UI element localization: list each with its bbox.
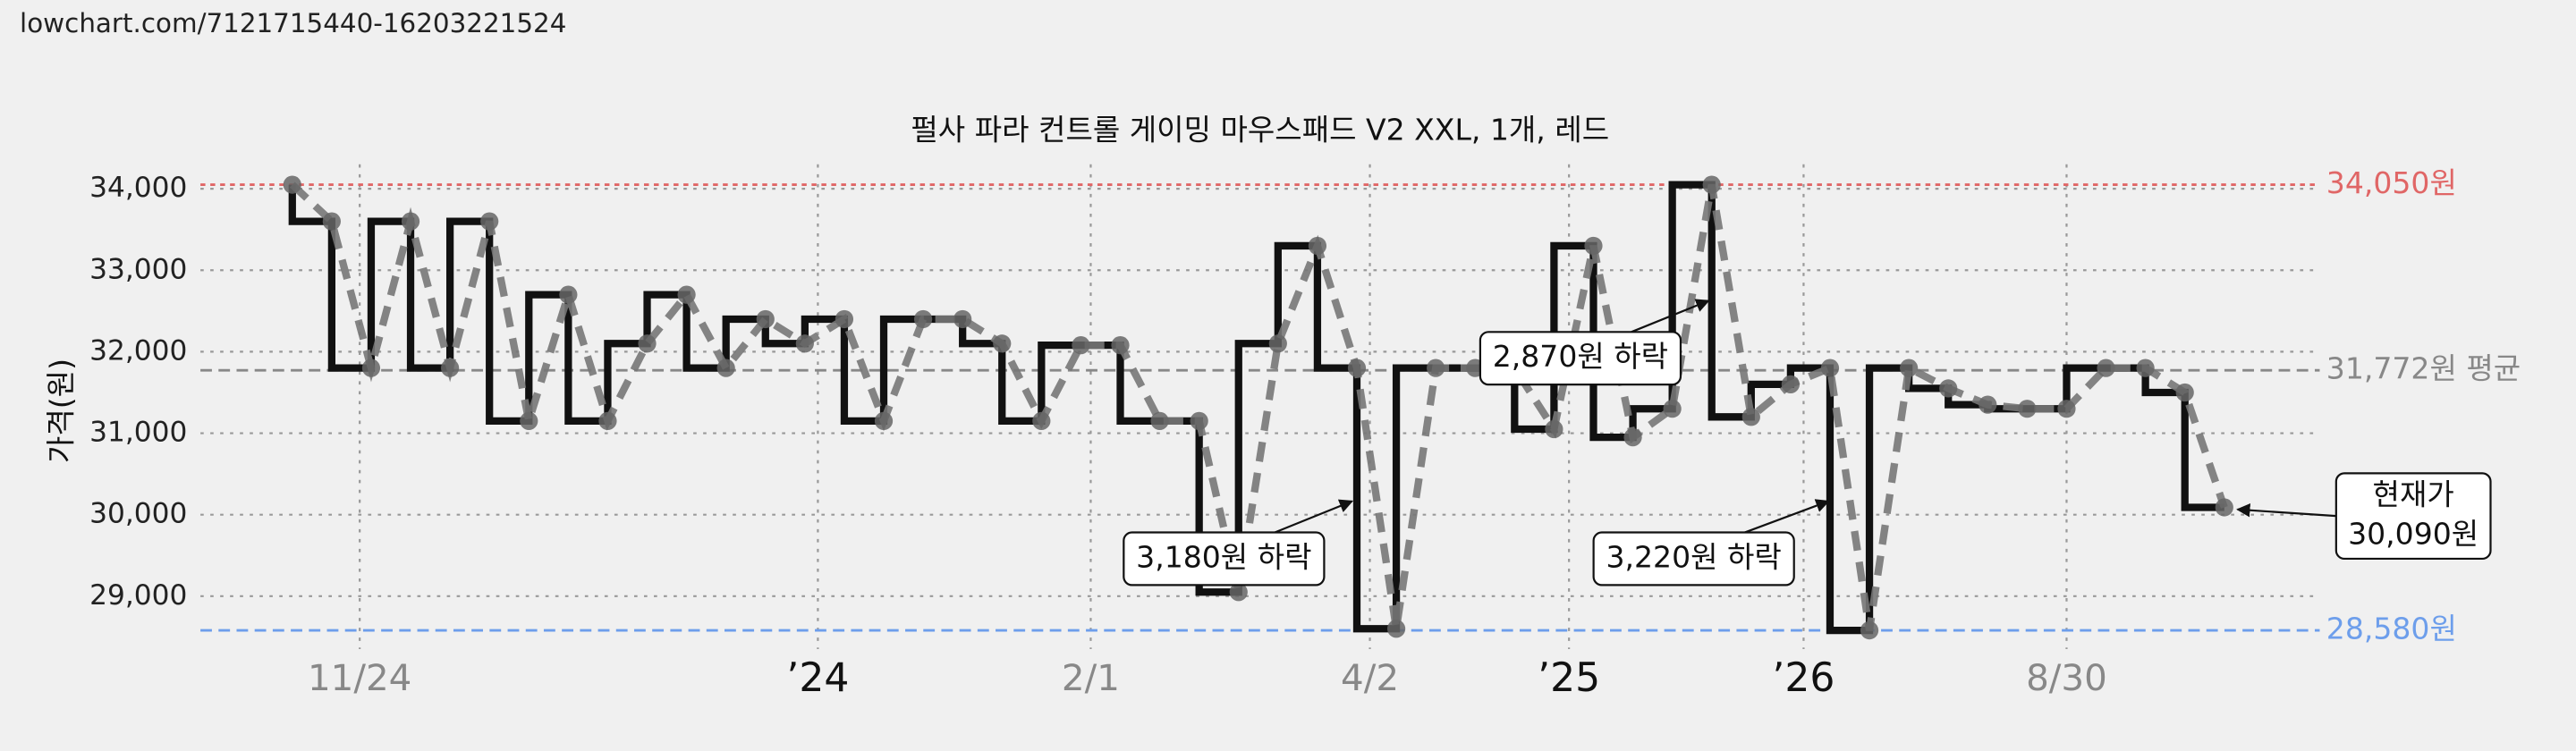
point [2215, 498, 2233, 517]
y-tick-label: 29,000 [89, 579, 187, 612]
point [913, 309, 933, 329]
point [1386, 620, 1406, 638]
point [1820, 359, 1840, 377]
annotation-text: 2,870원 하락 [1493, 339, 1668, 374]
point [480, 212, 499, 231]
point [441, 359, 460, 377]
reference-label: 34,050원 [2326, 165, 2457, 200]
point [1268, 334, 1287, 353]
y-tick-label: 33,000 [89, 253, 187, 285]
point [1150, 411, 1169, 430]
annotation-box [2334, 472, 2492, 561]
point [677, 285, 696, 304]
chart-title: 펄사 파라 컨트롤 게이밍 마우스패드 V2 XXL, 1개, 레드 [911, 113, 1609, 148]
source-url: lowchart.com/7121715440-16203221524 [20, 8, 566, 38]
annotation-arrow [1744, 499, 1830, 534]
point [1111, 336, 1130, 355]
step-line [288, 181, 2224, 635]
x-tick-label: 11/24 [308, 656, 411, 699]
annotation-box [1123, 531, 1326, 586]
point [1623, 427, 1642, 447]
point [1427, 359, 1445, 377]
reference-label: 31,772원 평균 [2326, 351, 2521, 386]
point [2175, 383, 2194, 402]
point [361, 359, 381, 377]
point [1979, 395, 1997, 414]
point [322, 212, 341, 231]
y-tick-label: 31,000 [89, 417, 187, 449]
point [2057, 400, 2076, 418]
annotation-box [1592, 531, 1795, 586]
annotation-text: 3,220원 하락 [1606, 539, 1781, 574]
trend-line [289, 181, 2228, 631]
x-tick-label: 4/2 [1341, 656, 1399, 699]
point [1900, 359, 1919, 377]
y-tick-label: 30,000 [89, 498, 187, 530]
point [2018, 400, 2037, 418]
point [874, 411, 894, 430]
point [1781, 375, 1800, 393]
point [1860, 620, 1879, 640]
point [1229, 583, 1248, 602]
point [835, 309, 854, 329]
y-tick-label: 32,000 [89, 334, 187, 367]
point [795, 334, 814, 353]
point [638, 334, 657, 353]
point [283, 175, 301, 194]
annotation-text: 30,090원 [2348, 517, 2479, 552]
x-tick-label: 2/1 [1062, 656, 1120, 699]
point [953, 309, 972, 329]
point [1347, 359, 1367, 377]
point [1072, 336, 1090, 355]
point [756, 309, 775, 329]
point [520, 411, 538, 430]
annotation-box [1479, 331, 1682, 386]
point [1939, 379, 1958, 398]
annotation-arrow [1274, 499, 1354, 534]
point [2136, 359, 2155, 377]
point [559, 285, 578, 304]
point [993, 334, 1012, 353]
annotation-text: 3,180원 하락 [1136, 539, 1311, 574]
x-tick-label: ’26 [1772, 655, 1835, 701]
annotation-text: 현재가 [2373, 477, 2454, 512]
reference-label: 28,580원 [2326, 612, 2457, 646]
point [1584, 236, 1603, 256]
point [1032, 411, 1051, 430]
y-tick-label: 34,000 [89, 172, 187, 204]
x-tick-label: ’25 [1538, 655, 1600, 701]
point [1545, 419, 1563, 439]
point [401, 212, 420, 231]
point [2097, 359, 2115, 377]
annotation-arrow [1631, 299, 1710, 333]
x-tick-label: ’24 [786, 655, 849, 701]
point [1190, 411, 1208, 430]
point [1663, 400, 1682, 418]
point [1741, 408, 1760, 426]
point [598, 411, 617, 430]
y-axis-label: 가격(원) [43, 359, 78, 463]
x-tick-label: 8/30 [2026, 656, 2107, 699]
point [716, 359, 735, 377]
annotation-arrow [2236, 503, 2336, 518]
point [1702, 175, 1721, 194]
point [1308, 236, 1327, 256]
